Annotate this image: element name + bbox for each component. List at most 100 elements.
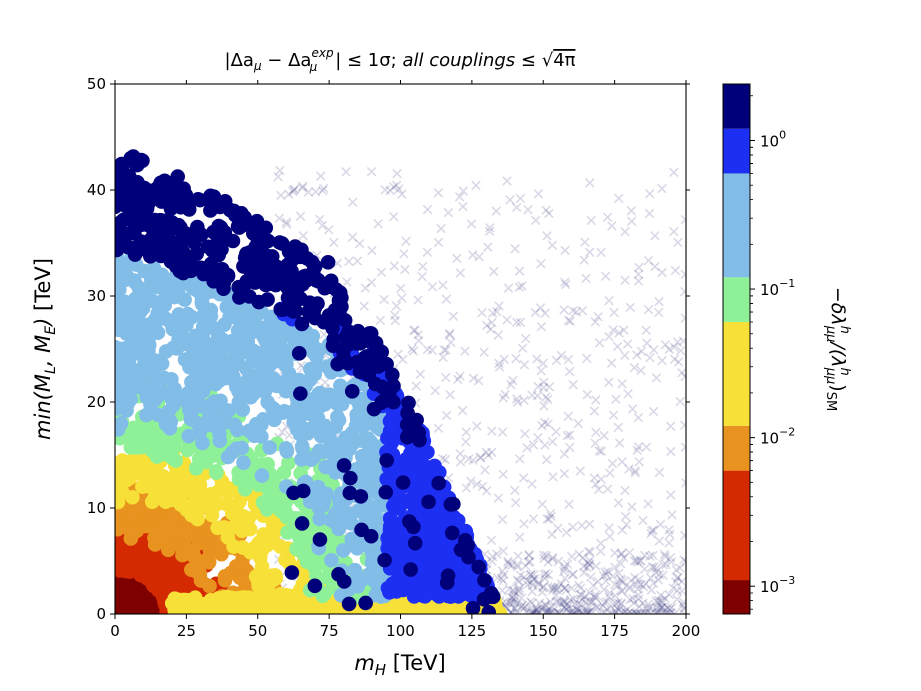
excluded-cross — [508, 593, 518, 603]
excluded-cross — [373, 219, 383, 229]
excluded-cross — [531, 605, 541, 614]
excluded-cross — [505, 598, 516, 608]
allowed-point — [477, 572, 492, 588]
excluded-cross — [343, 256, 354, 267]
excluded-cross — [584, 560, 595, 570]
excluded-cross — [481, 486, 492, 496]
excluded-cross — [441, 294, 452, 304]
excluded-cross — [633, 269, 644, 280]
excluded-cross — [581, 273, 591, 284]
excluded-cross — [560, 602, 570, 612]
excluded-cross — [532, 604, 542, 614]
allowed-point — [395, 526, 410, 542]
excluded-cross — [600, 607, 610, 614]
excluded-cross — [524, 549, 534, 560]
excluded-cross — [452, 253, 462, 264]
colorbar-bin — [723, 277, 750, 323]
excluded-cross — [441, 345, 451, 355]
excluded-cross — [439, 345, 449, 355]
allowed-point — [476, 592, 492, 607]
excluded-cross — [547, 554, 558, 564]
excluded-cross — [620, 606, 630, 614]
excluded-cross — [511, 202, 522, 213]
allowed-point — [200, 551, 216, 566]
excluded-cross — [664, 525, 674, 535]
excluded-cross — [546, 582, 557, 593]
excluded-cross — [538, 581, 549, 592]
excluded-cross — [389, 261, 400, 271]
excluded-cross — [583, 557, 593, 568]
excluded-cross — [458, 201, 468, 212]
allowed-point — [371, 499, 386, 515]
excluded-cross — [274, 213, 285, 223]
excluded-cross — [483, 242, 493, 252]
allowed-point — [205, 417, 220, 433]
excluded-cross — [605, 588, 615, 598]
excluded-cross — [666, 446, 676, 457]
chart-title: |Δaμ − Δaexp μ | ≤ 1σ; all couplings ≤ √4π — [225, 46, 576, 74]
excluded-cross — [544, 514, 554, 524]
excluded-cross — [506, 596, 517, 607]
excluded-cross — [579, 255, 589, 265]
excluded-cross — [589, 592, 600, 602]
excluded-cross — [540, 607, 551, 614]
excluded-cross — [602, 484, 613, 494]
excluded-cross — [527, 390, 537, 401]
excluded-cross — [603, 566, 613, 577]
excluded-cross — [486, 447, 497, 458]
excluded-cross — [422, 344, 433, 355]
allowed-point — [170, 169, 186, 184]
allowed-point — [115, 605, 123, 614]
excluded-cross — [554, 608, 564, 614]
excluded-cross — [610, 579, 620, 590]
allowed-point — [205, 320, 221, 336]
excluded-cross — [591, 592, 601, 603]
allowed-point — [284, 565, 300, 580]
excluded-cross — [586, 597, 596, 607]
excluded-cross — [561, 604, 572, 614]
allowed-point — [254, 543, 269, 559]
excluded-cross — [647, 526, 657, 536]
excluded-cross — [659, 549, 670, 560]
excluded-cross — [498, 469, 508, 480]
allowed-point — [359, 509, 375, 524]
excluded-cross — [509, 594, 520, 605]
excluded-cross — [568, 379, 578, 390]
allowed-point — [366, 401, 382, 417]
excluded-cross — [654, 467, 665, 478]
excluded-cross — [626, 206, 637, 216]
allowed-point — [167, 278, 183, 294]
excluded-cross — [511, 607, 522, 614]
excluded-cross — [551, 585, 562, 595]
excluded-cross — [665, 604, 675, 614]
excluded-cross — [667, 510, 677, 520]
allowed-point — [381, 536, 397, 552]
allowed-point — [347, 562, 363, 578]
allowed-point — [119, 593, 134, 609]
allowed-point — [119, 326, 134, 341]
excluded-cross — [567, 569, 578, 580]
excluded-cross — [526, 577, 537, 587]
excluded-cross — [542, 607, 552, 614]
excluded-cross — [593, 311, 603, 322]
excluded-cross — [624, 464, 634, 474]
excluded-cross — [604, 331, 614, 342]
allowed-point — [412, 508, 428, 523]
excluded-cross — [466, 476, 476, 487]
allowed-point — [127, 273, 142, 288]
excluded-cross — [595, 546, 606, 557]
excluded-cross — [669, 226, 679, 237]
excluded-cross — [585, 178, 595, 188]
allowed-point — [359, 416, 375, 431]
allowed-point — [148, 356, 163, 371]
excluded-cross — [539, 573, 550, 584]
excluded-cross — [538, 582, 548, 593]
excluded-cross — [656, 596, 667, 606]
excluded-cross — [621, 519, 632, 530]
allowed-point — [272, 235, 287, 250]
allowed-point — [402, 514, 417, 529]
excluded-cross — [588, 596, 598, 606]
allowed-point — [344, 384, 360, 399]
allowed-point — [190, 331, 205, 347]
excluded-cross — [297, 183, 308, 193]
